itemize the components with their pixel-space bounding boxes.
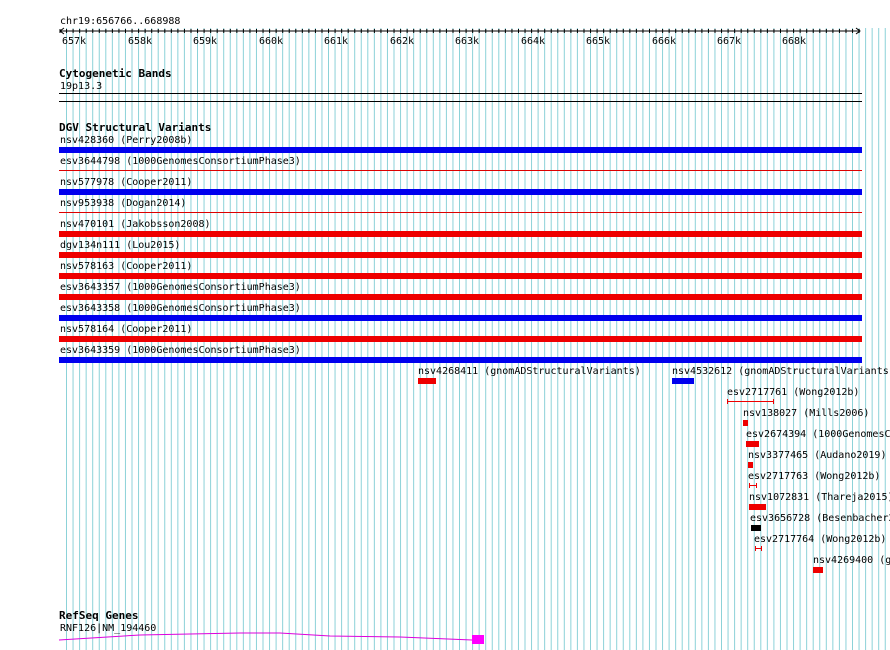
gene-model[interactable] [0, 628, 890, 648]
variant-label[interactable]: nsv4268411 (gnomADStructuralVariants) [418, 366, 641, 377]
variant-bar[interactable] [59, 315, 862, 321]
variant-bar[interactable] [59, 189, 862, 195]
ruler-tick-label: 668k [782, 36, 807, 47]
variant-bar[interactable] [746, 441, 759, 447]
refseq-track-title[interactable]: RefSeq Genes [59, 609, 139, 622]
variant-bar[interactable] [749, 504, 766, 510]
variant-bar[interactable] [418, 378, 436, 384]
variant-bar[interactable] [59, 147, 862, 153]
variant-label[interactable]: esv2674394 (1000GenomesC [746, 429, 890, 440]
variant-label[interactable]: esv2717764 (Wong2012b) [754, 534, 887, 545]
dgv-track-title[interactable]: DGV Structural Variants [59, 121, 212, 134]
variant-label[interactable]: nsv138027 (Mills2006) [743, 408, 870, 419]
ruler-tick-label: 666k [652, 36, 677, 47]
variant-label[interactable]: esv3656728 (Besenbacher2 [750, 513, 890, 524]
variant-label[interactable]: nsv3377465 (Audano2019) [748, 450, 887, 461]
variant-bar[interactable] [59, 357, 862, 363]
variant-bar[interactable] [59, 252, 862, 258]
variant-bar[interactable] [59, 273, 862, 279]
variant-label[interactable]: nsv578163 (Cooper2011) [60, 261, 193, 272]
variant-interval[interactable] [755, 546, 762, 551]
variant-label[interactable]: nsv428360 (Perry2008b) [60, 135, 193, 146]
gene-label[interactable]: RNF126|NM_194460 [60, 623, 157, 634]
variant-bar[interactable] [813, 567, 823, 573]
cytoband-track-title[interactable]: Cytogenetic Bands [59, 67, 172, 80]
variant-bar[interactable] [672, 378, 694, 384]
variant-label[interactable]: esv2717761 (Wong2012b) [727, 387, 860, 398]
variant-interval[interactable] [749, 483, 757, 488]
variant-label[interactable]: nsv4269400 (g [813, 555, 890, 566]
ruler-tick-label: 661k [324, 36, 349, 47]
variant-label[interactable]: esv2717763 (Wong2012b) [748, 471, 881, 482]
ruler-axis[interactable] [0, 24, 890, 36]
ruler-tick-label: 664k [521, 36, 546, 47]
cytoband-label[interactable]: 19p13.3 [60, 81, 103, 92]
ruler-tick-label: 657k [62, 36, 87, 47]
ruler-tick-label: 658k [128, 36, 153, 47]
variant-bar[interactable] [743, 420, 748, 426]
cytoband-line-top [59, 93, 862, 94]
variant-bar[interactable] [59, 294, 862, 300]
variant-label[interactable]: nsv470101 (Jakobsson2008) [60, 219, 211, 230]
variant-bar[interactable] [59, 170, 862, 171]
ruler-tick-label: 663k [455, 36, 480, 47]
cytoband-line-bottom [59, 101, 862, 102]
variant-bar[interactable] [59, 231, 862, 237]
ruler-tick-label: 662k [390, 36, 415, 47]
variant-label[interactable]: esv3643357 (1000GenomesConsortiumPhase3) [60, 282, 301, 293]
variant-bar[interactable] [59, 336, 862, 342]
ruler-tick-label: 667k [717, 36, 742, 47]
variant-label[interactable]: esv3644798 (1000GenomesConsortiumPhase3) [60, 156, 301, 167]
variant-bar[interactable] [748, 462, 753, 468]
variant-label[interactable]: nsv953938 (Dogan2014) [60, 198, 187, 209]
variant-label[interactable]: nsv577978 (Cooper2011) [60, 177, 193, 188]
variant-label[interactable]: esv3643358 (1000GenomesConsortiumPhase3) [60, 303, 301, 314]
variant-label[interactable]: nsv4532612 (gnomADStructuralVariants) [672, 366, 890, 377]
ruler-tick-label: 659k [193, 36, 218, 47]
variant-interval[interactable] [727, 399, 774, 404]
variant-label[interactable]: nsv578164 (Cooper2011) [60, 324, 193, 335]
ruler-tick-label: 660k [259, 36, 284, 47]
region-label: chr19:656766..668988 [60, 16, 181, 27]
variant-label[interactable]: nsv1072831 (Thareja2015) [749, 492, 890, 503]
ruler-tick-label: 665k [586, 36, 611, 47]
variant-label[interactable]: esv3643359 (1000GenomesConsortiumPhase3) [60, 345, 301, 356]
gene-intron-line [58, 632, 473, 641]
gene-exon [472, 635, 484, 644]
variant-label[interactable]: dgv134n111 (Lou2015) [60, 240, 181, 251]
variant-bar[interactable] [59, 212, 862, 213]
variant-bar[interactable] [751, 525, 761, 531]
